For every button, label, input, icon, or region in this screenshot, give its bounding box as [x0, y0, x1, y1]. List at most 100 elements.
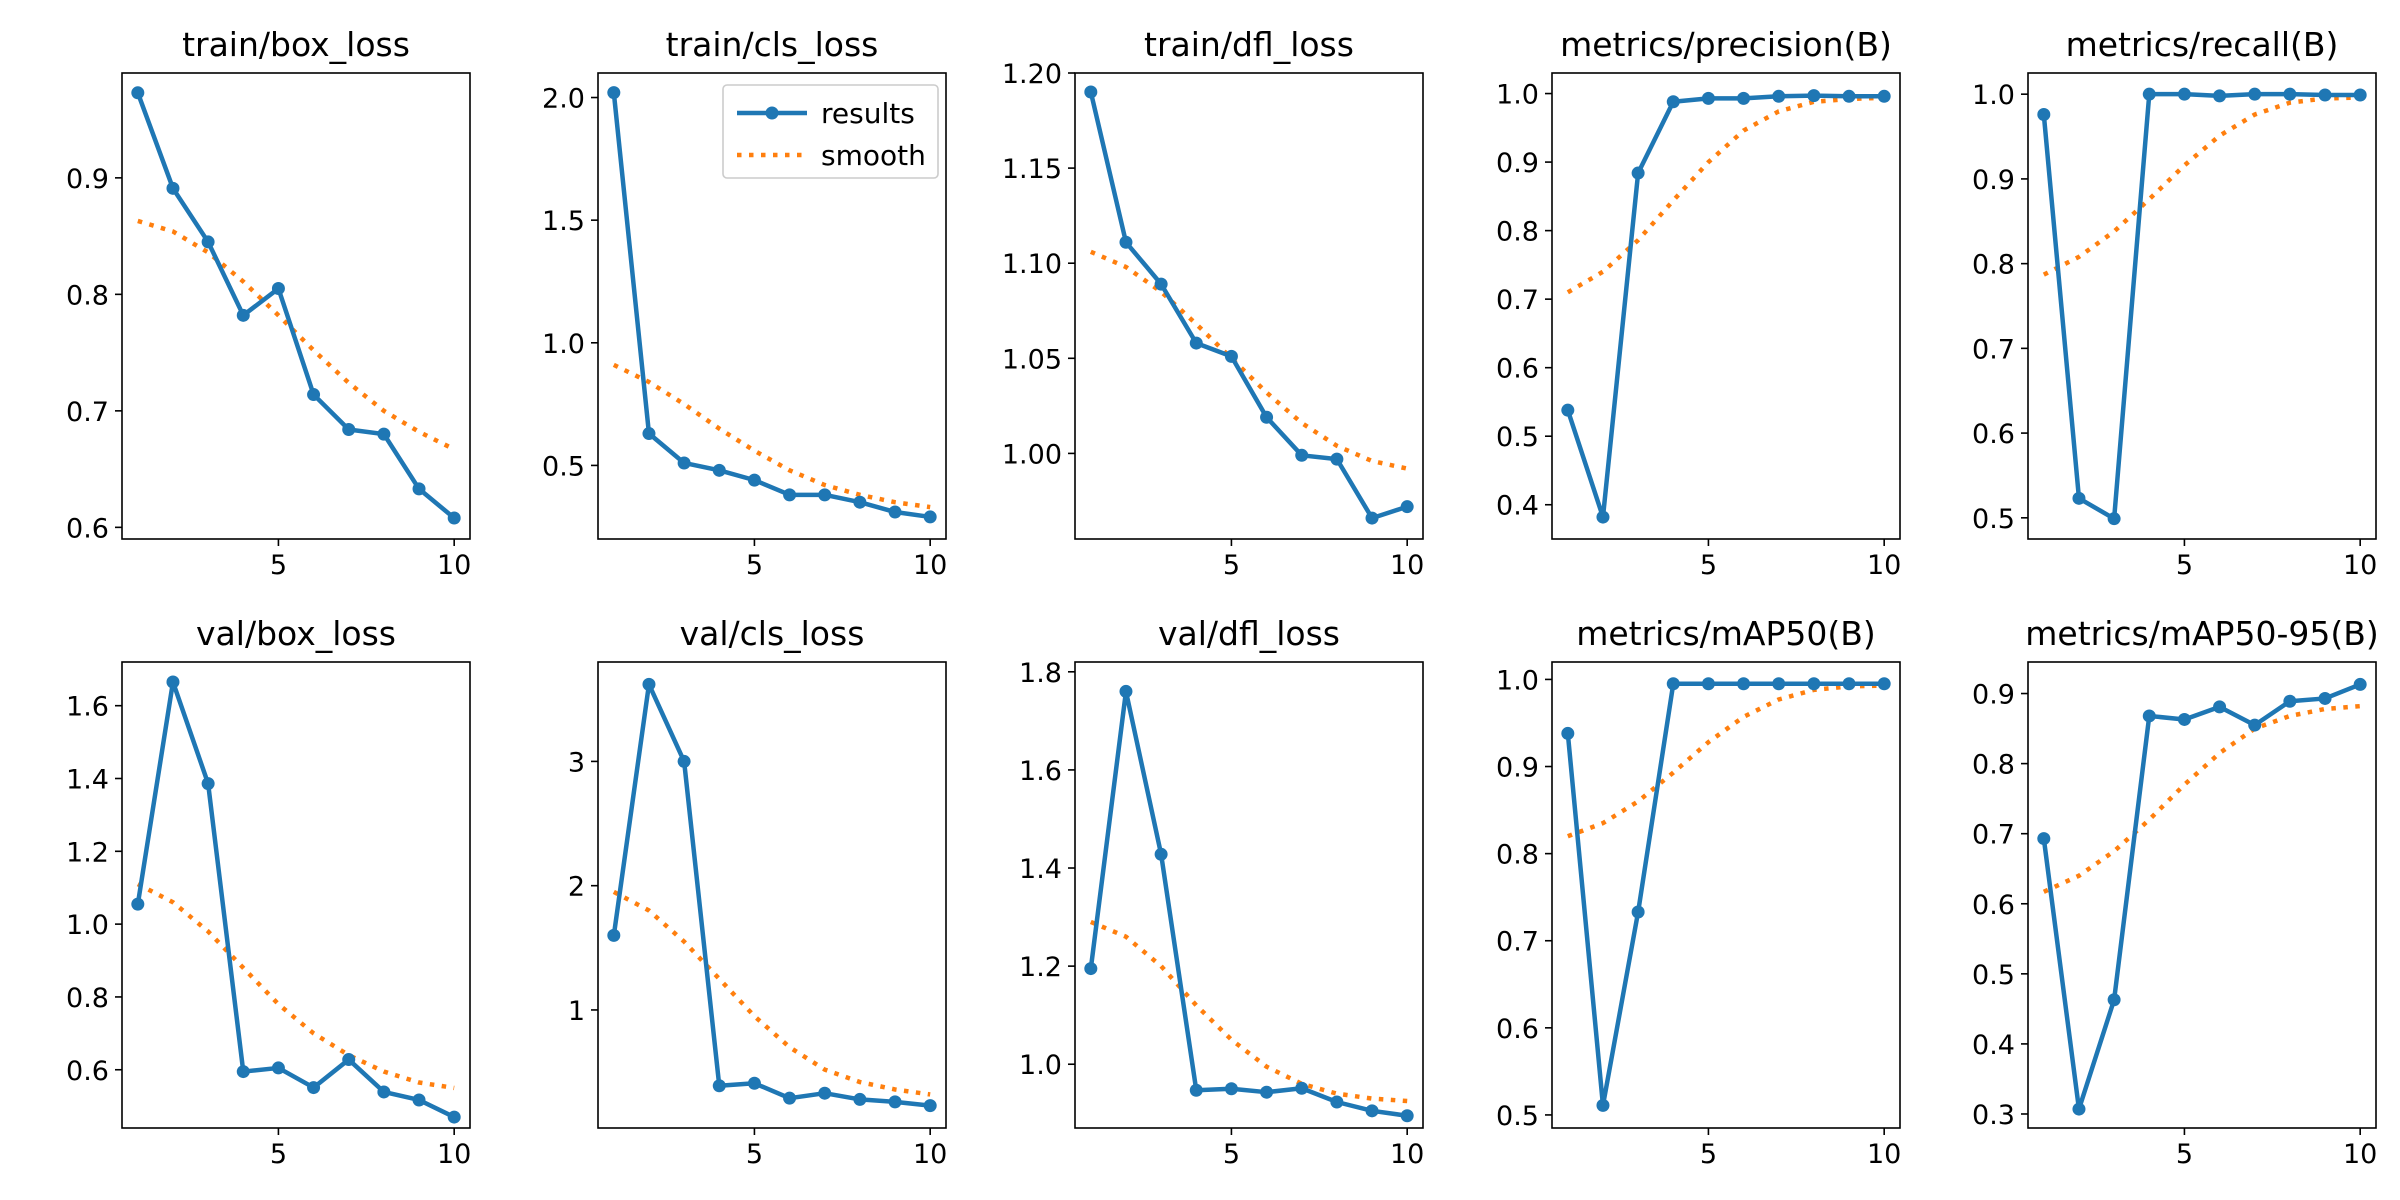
results-point	[747, 473, 761, 487]
results-point	[2248, 718, 2262, 732]
results-point	[1330, 1095, 1344, 1109]
y-tick-label: 1.05	[1002, 344, 1062, 375]
y-tick-label: 1.00	[1002, 439, 1062, 470]
smooth-series-line	[1566, 95, 1885, 295]
x-tick-label: 5	[1700, 550, 1717, 581]
results-point	[923, 510, 937, 524]
subplot-title: train/dfl_loss	[1144, 25, 1354, 64]
subplot-10: metrics/mAP50-95(B) 5 10 0.3 0.4 0.5 0.6 0.7 0.8…	[1972, 614, 2379, 1170]
results-point	[2142, 87, 2156, 101]
y-tick-label: 0.4	[1496, 491, 1539, 522]
results-point	[1772, 89, 1786, 103]
results-point	[1119, 684, 1133, 698]
subplot-title: metrics/mAP50(B)	[1576, 614, 1876, 653]
results-series-line	[2041, 91, 2361, 521]
y-tick-label: 0.3	[1972, 1100, 2015, 1131]
y-tick-label: 0.5	[1496, 1101, 1539, 1132]
results-point	[1807, 677, 1821, 691]
x-tick-label: 10	[1390, 1139, 1424, 1170]
results-point	[2213, 700, 2227, 714]
subplot-title: val/cls_loss	[680, 614, 865, 653]
results-point	[1365, 511, 1379, 525]
subplot-title: val/dfl_loss	[1158, 614, 1340, 653]
smooth-series-line	[2042, 703, 2361, 894]
results-point	[1295, 448, 1309, 462]
results-point	[447, 511, 461, 525]
results-point	[201, 235, 215, 249]
y-tick-label: 0.6	[66, 1056, 109, 1087]
results-point	[818, 1086, 832, 1100]
results-point	[1260, 1085, 1274, 1099]
results-point	[1737, 91, 1751, 105]
results-point	[2072, 1102, 2086, 1116]
results-point	[1877, 677, 1891, 691]
y-tick-label: 0.9	[1496, 148, 1539, 179]
results-series-line	[135, 92, 456, 520]
smooth-series-line	[612, 889, 931, 1097]
results-point	[1561, 403, 1575, 417]
results-point	[642, 677, 656, 691]
results-series-line	[611, 682, 931, 1108]
results-series-line	[1088, 91, 1408, 521]
y-tick-label: 1.10	[1002, 249, 1062, 280]
results-point	[1561, 726, 1575, 740]
y-tick-label: 0.8	[66, 983, 109, 1014]
results-point	[1666, 95, 1680, 109]
results-point	[1596, 1098, 1610, 1112]
results-point	[1084, 85, 1098, 99]
results-point	[1842, 677, 1856, 691]
subplot-title: train/box_loss	[182, 25, 410, 64]
results-point	[2177, 712, 2191, 726]
y-tick-label: 0.6	[1496, 354, 1539, 385]
results-series-line	[1565, 93, 1885, 520]
results-point	[447, 1110, 461, 1124]
results-point	[818, 488, 832, 502]
x-tick-label: 5	[746, 550, 763, 581]
y-tick-label: 1.2	[1019, 952, 1062, 983]
y-tick-label: 1.0	[1496, 80, 1539, 111]
results-point	[1701, 91, 1715, 105]
y-tick-label: 1.4	[66, 765, 109, 796]
y-tick-label: 0.7	[66, 397, 109, 428]
results-point	[2107, 512, 2121, 526]
y-tick-label: 0.5	[1972, 960, 2015, 991]
subplot-6: val/box_loss 5 10 0.6 0.8 1.0 1.2 1.4 1.6	[66, 614, 471, 1170]
y-tick-label: 0.6	[66, 513, 109, 544]
results-point	[1772, 677, 1786, 691]
results-point	[1224, 1082, 1238, 1096]
subplot-9: metrics/mAP50(B) 5 10 0.5 0.6 0.7 0.8 0.9 1.0	[1496, 614, 1901, 1170]
subplot-title: val/box_loss	[196, 614, 396, 653]
y-tick-label: 0.9	[1972, 680, 2015, 711]
results-point	[1189, 1083, 1203, 1097]
results-point	[853, 1092, 867, 1106]
results-point	[236, 1065, 250, 1079]
smooth-series-line	[2042, 95, 2361, 277]
results-point	[923, 1099, 937, 1113]
results-point	[1295, 1081, 1309, 1095]
subplot-title: metrics/precision(B)	[1560, 25, 1892, 64]
y-tick-label: 0.5	[1972, 504, 2015, 535]
results-point	[2142, 709, 2156, 723]
results-series-line	[135, 679, 456, 1120]
results-point	[131, 897, 145, 911]
plot-frame	[1551, 661, 1901, 1129]
results-point	[642, 427, 656, 441]
results-point	[2318, 88, 2332, 102]
y-tick-label: 0.4	[1972, 1030, 2015, 1061]
results-point	[271, 1061, 285, 1075]
results-point	[377, 1085, 391, 1099]
smooth-series-line	[136, 882, 455, 1091]
results-point	[1365, 1104, 1379, 1118]
results-point	[1631, 905, 1645, 919]
y-tick-label: 0.5	[1496, 422, 1539, 453]
legend-results-marker	[765, 106, 779, 120]
results-point	[236, 308, 250, 322]
y-tick-label: 0.7	[1496, 285, 1539, 316]
results-point	[201, 777, 215, 791]
results-point	[1189, 336, 1203, 350]
y-tick-label: 1.8	[1019, 658, 1062, 689]
results-point	[2318, 691, 2332, 705]
results-point	[712, 463, 726, 477]
results-point	[1154, 277, 1168, 291]
x-tick-label: 10	[1867, 550, 1901, 581]
